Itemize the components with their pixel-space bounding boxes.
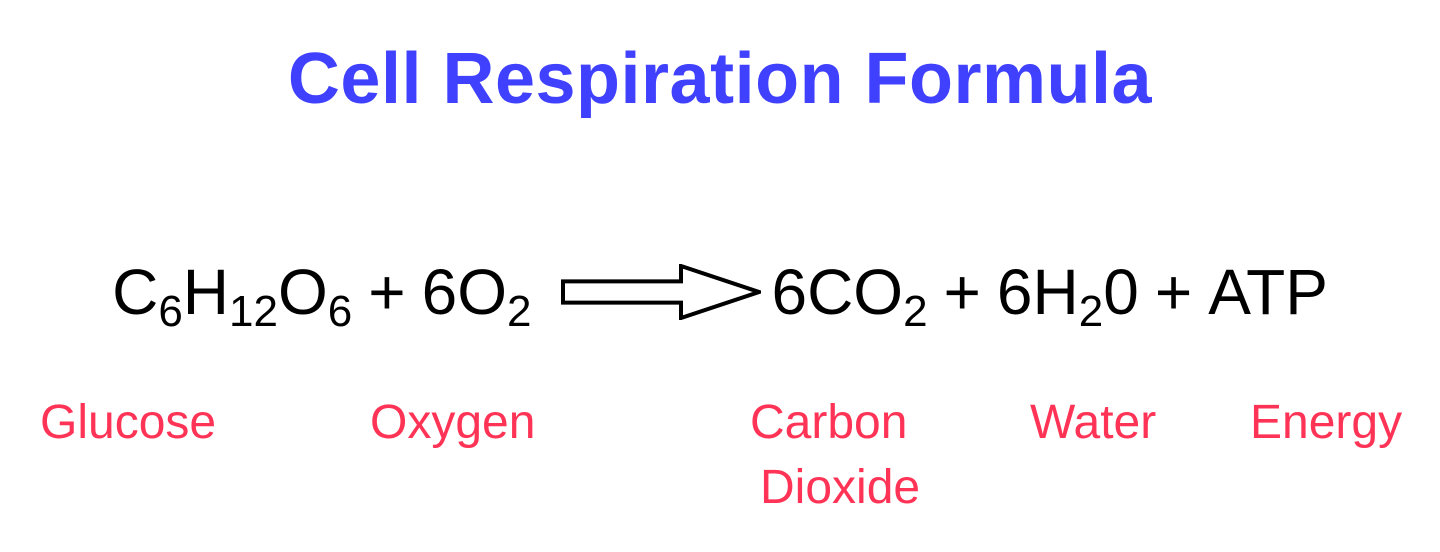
label-glucose: Glucose <box>40 395 216 450</box>
label-oxygen: Oxygen <box>370 395 535 450</box>
formula-term: ATP <box>1208 260 1328 324</box>
formula-term: 6CO2 <box>771 260 927 324</box>
plus-sign: + <box>1139 255 1208 329</box>
diagram-title: Cell Respiration Formula <box>0 38 1440 120</box>
formula-term: 6H20 <box>997 260 1139 324</box>
formula-row: C6H12O6 + 6O2 6CO2 + 6H20 + ATP <box>0 255 1440 329</box>
plus-sign: + <box>928 255 997 329</box>
formula-term: 6O2 <box>422 260 532 324</box>
diagram-root: Cell Respiration Formula C6H12O6 + 6O2 6C… <box>0 0 1440 552</box>
label-dioxide: Dioxide <box>760 460 920 515</box>
label-energy: Energy <box>1250 395 1402 450</box>
formula-term: C6H12O6 <box>112 260 352 324</box>
plus-sign: + <box>352 255 421 329</box>
reaction-arrow <box>531 264 771 320</box>
label-carbon: Carbon <box>750 395 907 450</box>
label-water: Water <box>1030 395 1156 450</box>
